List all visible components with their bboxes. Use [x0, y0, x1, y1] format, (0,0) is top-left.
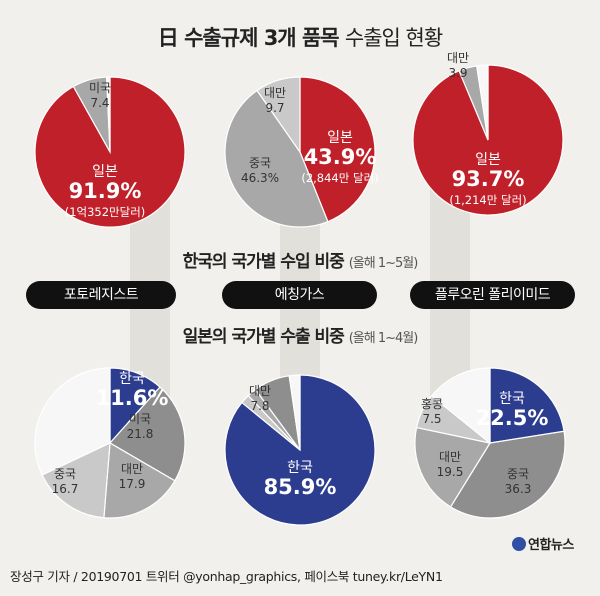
credit-line: 장성구 기자 / 20190701 트위터 @yonhap_graphics, … — [10, 569, 443, 584]
slice-value-label: 85.9% — [264, 475, 337, 499]
slice-value-label: 16.7 — [52, 482, 79, 496]
pie-slice-중국 — [449, 430, 566, 519]
pie-slice-대만 — [103, 442, 176, 519]
slice-name-label: 일본 — [327, 130, 353, 146]
slice-value-label: 21.8 — [127, 427, 154, 441]
slice-value-label: 43.9% — [304, 145, 377, 169]
slice-value-label: 91.9% — [69, 179, 142, 203]
slice-name-label: 일본 — [475, 152, 501, 168]
slice-value-label: 11.6% — [96, 386, 169, 410]
yonhap-logo: 연합뉴스 — [512, 534, 574, 553]
pie-slice-대만 — [256, 76, 301, 154]
slice-name-label: 홍콩 — [421, 397, 443, 411]
slice-name-label: 대만 — [264, 86, 286, 100]
slice-value-label: 9.7 — [265, 101, 284, 115]
pie-slice-other — [106, 76, 111, 153]
product-label-fluorine-polyimide: 플루오린 폴리이미드 — [410, 281, 575, 309]
product-label-etching-gas: 에칭가스 — [222, 281, 377, 309]
slice-value-label: 7.5 — [422, 412, 441, 426]
slice-value-label: 22.5% — [476, 406, 549, 430]
pie-slice-other — [476, 64, 489, 141]
yonhap-logo-icon — [512, 537, 526, 551]
slice-name-label: 미국 — [89, 81, 111, 95]
slice-name-label: 한국 — [287, 460, 313, 476]
pie-slice-대만 — [414, 426, 491, 508]
slice-name-label: 일본 — [92, 164, 118, 180]
pie-slice-미국 — [109, 386, 186, 482]
pie-slice-일본 — [299, 76, 376, 223]
slice-value-label: 7.4 — [90, 96, 109, 110]
pie-slice-other — [430, 367, 491, 445]
pie-slice-other — [34, 367, 111, 476]
slice-name-label: 중국 — [54, 467, 76, 481]
pie-slice-중국 — [224, 89, 329, 228]
pie-slice-중국 — [41, 442, 111, 519]
slice-name-label: 중국 — [249, 156, 271, 170]
slice-note-label: (1,214만 달러) — [449, 193, 526, 207]
slice-name-label: 한국 — [119, 371, 145, 387]
product-label-photoresist: 포토레지스트 — [26, 281, 176, 309]
slice-name-label: 한국 — [499, 391, 525, 407]
page-title: 日 수출규제 3개 품목 수출입 현황 — [157, 26, 443, 50]
slice-value-label: 19.5 — [437, 465, 464, 479]
slice-value-label: 7.8 — [250, 399, 269, 413]
slice-value-label: 3.9 — [448, 66, 467, 80]
slice-value-label: 36.3 — [505, 482, 532, 496]
slice-name-label: 미국 — [129, 412, 151, 426]
slice-name-label: 대만 — [249, 384, 271, 398]
slice-name-label: 대만 — [447, 51, 469, 65]
slice-name-label: 중국 — [507, 467, 529, 481]
slice-value-label: 17.9 — [119, 477, 146, 491]
pie-slice-other — [288, 374, 301, 451]
import-heading: 한국의 국가별 수입 비중 (올해 1~5월) — [182, 252, 419, 272]
export-heading: 일본의 국가별 수출 비중 (올해 1~4월) — [182, 327, 419, 347]
pie-slice-한국 — [489, 367, 565, 444]
slice-value-label: 46.3% — [241, 171, 279, 185]
slice-note-label: (1억352만달러) — [65, 205, 146, 219]
slice-note-label: (2,844만 달러) — [301, 171, 378, 185]
slice-name-label: 대만 — [121, 462, 143, 476]
slice-name-label: 대만 — [439, 450, 461, 464]
slice-value-label: 93.7% — [452, 167, 525, 191]
